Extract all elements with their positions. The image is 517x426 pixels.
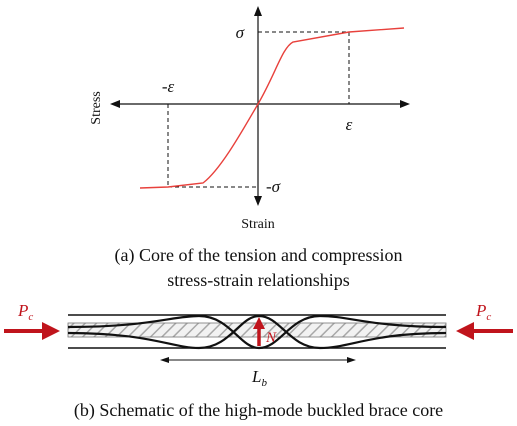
sigma-negative-label: -σ (266, 177, 281, 196)
epsilon-positive-label: ε (346, 115, 353, 134)
buckling-length-label: Lb (251, 367, 267, 389)
caption-a-line1: (a) Core of the tension and compression (114, 245, 403, 265)
buckling-length-arrow-left (160, 357, 169, 363)
buckled-core-upper-wave (67, 314, 447, 350)
left-load-label-sub: c (28, 311, 33, 323)
sigma-positive-label: σ (236, 23, 245, 42)
right-load-arrow-head (456, 322, 474, 340)
contact-force-label: N (265, 330, 277, 346)
right-load-label-main: P (475, 301, 486, 320)
buckled-brace-schematic: Pc Pc N Lb (4, 301, 513, 389)
left-load-label: Pc (17, 301, 33, 323)
caption-a-line2: stress-strain relationships (167, 270, 350, 290)
stress-strain-diagram: Stress Strain σ -σ ε -ε (89, 6, 410, 232)
buckling-length-label-sub: b (261, 377, 267, 389)
left-load-label-main: P (17, 301, 28, 320)
buckling-length-arrow-right (347, 357, 356, 363)
stress-axis-label: Stress (89, 91, 104, 124)
stress-axis-arrow-down (254, 196, 262, 206)
strain-axis-arrow-right (400, 100, 410, 108)
epsilon-negative-label: -ε (162, 77, 175, 96)
contact-force-arrow-head (253, 317, 265, 329)
stress-strain-curve (139, 27, 405, 189)
right-load-label-sub: c (486, 311, 491, 323)
buckled-core-lower-wave (67, 314, 447, 350)
buckling-length-label-main: L (251, 367, 261, 386)
strain-axis-label: Strain (241, 217, 274, 232)
right-load-label: Pc (475, 301, 491, 323)
caption-b: (b) Schematic of the high-mode buckled b… (73, 400, 444, 420)
strain-axis-arrow-left (110, 100, 120, 108)
stress-axis-arrow-up (254, 6, 262, 16)
left-load-arrow-head (42, 322, 60, 340)
